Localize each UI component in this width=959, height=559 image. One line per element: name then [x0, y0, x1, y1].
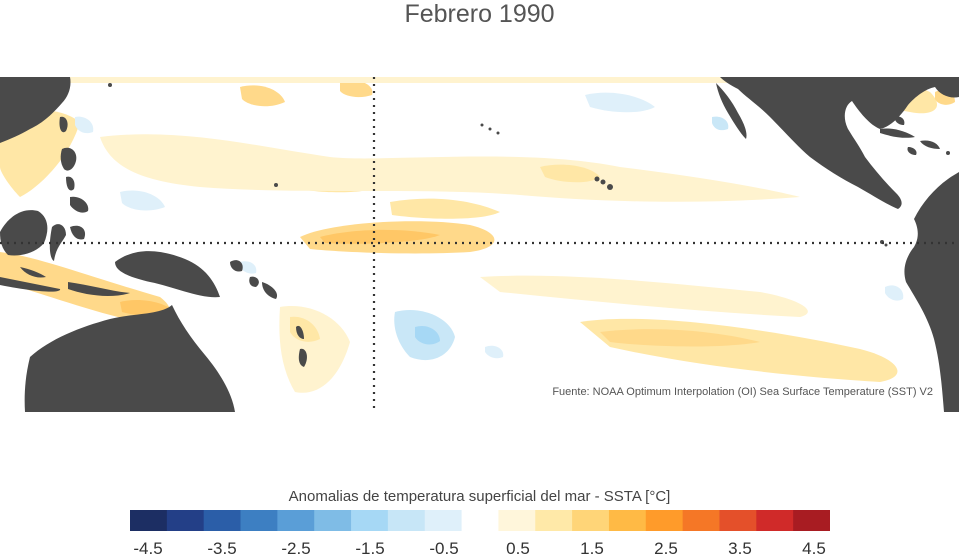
data-source-caption: Fuente: NOAA Optimum Interpolation (OI) …	[552, 386, 933, 398]
colorbar-title: Anomalias de temperatura superficial del…	[288, 488, 671, 505]
map-title: Febrero 1990	[404, 0, 555, 28]
colorbar-tick-label: 4.5	[802, 539, 826, 558]
land-masses	[0, 77, 959, 412]
americas-land	[720, 77, 959, 209]
cool-anomaly-patches	[75, 92, 904, 361]
colorbar-swatch	[461, 510, 499, 531]
colorbar-tick-label: -3.5	[207, 539, 237, 558]
new-guinea-land	[115, 251, 220, 298]
colorbar-ticks: -4.5 -3.5 -2.5 -1.5 -0.5 0.5 1.5 2.5 3.5 4.5	[0, 539, 959, 558]
south-america-land	[904, 172, 959, 412]
colorbar-tick-label: -2.5	[281, 539, 311, 558]
colorbar-tick-label: 3.5	[728, 539, 752, 558]
colorbar-swatch	[314, 510, 352, 531]
colorbar-tick-label: 2.5	[654, 539, 678, 558]
colorbar-tick-label: -4.5	[133, 539, 163, 558]
colorbar-swatch	[424, 510, 463, 531]
colorbar-swatch	[719, 510, 757, 531]
colorbar-swatch	[645, 510, 684, 531]
asia-land	[0, 77, 71, 143]
colorbar-swatch	[351, 510, 389, 531]
colorbar-tick-label: -0.5	[429, 539, 459, 558]
colorbar	[130, 510, 830, 531]
colorbar-swatch	[756, 510, 794, 531]
colorbar-swatch	[130, 510, 168, 531]
colorbar-swatch	[535, 510, 573, 531]
colorbar-swatch	[387, 510, 426, 531]
colorbar-swatch	[793, 510, 830, 531]
colorbar-swatch	[572, 510, 610, 531]
colorbar-swatch	[240, 510, 278, 531]
colorbar-tick-label: -1.5	[355, 539, 385, 558]
colorbar-swatch	[682, 510, 720, 531]
colorbar-swatch	[608, 510, 647, 531]
borneo-land	[0, 210, 48, 256]
colorbar-tick-label: 0.5	[506, 539, 530, 558]
sst-anomaly-map	[0, 77, 959, 412]
australia-land	[24, 305, 235, 412]
colorbar-swatch	[498, 510, 536, 531]
colorbar-swatch	[166, 510, 205, 531]
colorbar-swatch	[277, 510, 315, 531]
colorbar-swatch	[203, 510, 242, 531]
colorbar-tick-label: 1.5	[580, 539, 604, 558]
